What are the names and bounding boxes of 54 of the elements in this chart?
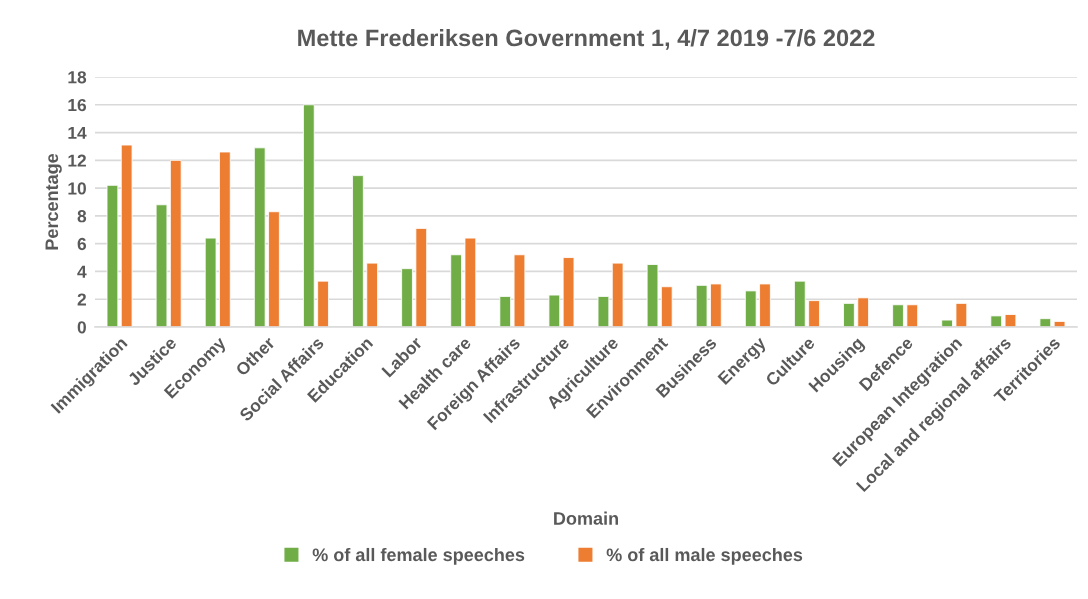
bar	[1039, 318, 1052, 327]
bar	[499, 296, 512, 327]
bar	[660, 286, 673, 327]
y-tick-label: 4	[77, 265, 87, 278]
bar	[843, 302, 855, 327]
bar	[906, 304, 919, 327]
legend-label: % of all female speeches	[312, 547, 525, 565]
bar	[513, 254, 526, 327]
y-tick-label: 2	[77, 293, 86, 306]
bar	[169, 159, 182, 327]
bar	[303, 104, 315, 327]
bar	[990, 315, 1003, 327]
bar	[710, 283, 722, 327]
bar	[857, 297, 869, 327]
bar	[317, 280, 329, 327]
bar	[219, 151, 231, 327]
bar	[464, 237, 477, 327]
bar	[120, 144, 133, 327]
bar	[759, 283, 771, 327]
y-tick-label: 18	[68, 71, 87, 84]
bar	[548, 294, 561, 327]
chart-title: Mette Frederiksen Government 1, 4/7 2019 -7/6 2022	[298, 29, 875, 50]
bar	[1004, 314, 1017, 327]
y-tick-label: 10	[68, 182, 86, 195]
bar	[646, 264, 659, 327]
bar	[744, 290, 757, 327]
bar	[808, 300, 820, 327]
y-tick-label: 8	[77, 210, 87, 223]
y-tick-label: 16	[68, 98, 87, 112]
x-axis-title: Domain	[554, 511, 618, 525]
bar	[941, 319, 953, 327]
bar	[955, 302, 968, 327]
bar	[415, 227, 428, 327]
legend-label: % of all male speeches	[606, 547, 803, 565]
bar	[794, 280, 806, 327]
bar	[268, 211, 280, 327]
bar	[611, 262, 624, 327]
bar	[597, 296, 610, 327]
bar	[106, 184, 119, 327]
bar	[695, 284, 708, 327]
y-tick-label: 12	[68, 154, 86, 167]
y-axis-title: Percentage	[45, 153, 62, 250]
bar	[892, 304, 904, 327]
bar	[401, 268, 413, 327]
y-tick-label: 14	[68, 126, 87, 139]
bar	[253, 147, 266, 327]
y-tick-label: 0	[77, 321, 86, 334]
bar	[204, 237, 217, 327]
bar	[366, 262, 378, 327]
bar	[562, 257, 575, 327]
bar	[352, 175, 364, 327]
bar	[450, 254, 462, 327]
y-tick-label: 6	[77, 237, 87, 251]
bar	[155, 204, 168, 327]
